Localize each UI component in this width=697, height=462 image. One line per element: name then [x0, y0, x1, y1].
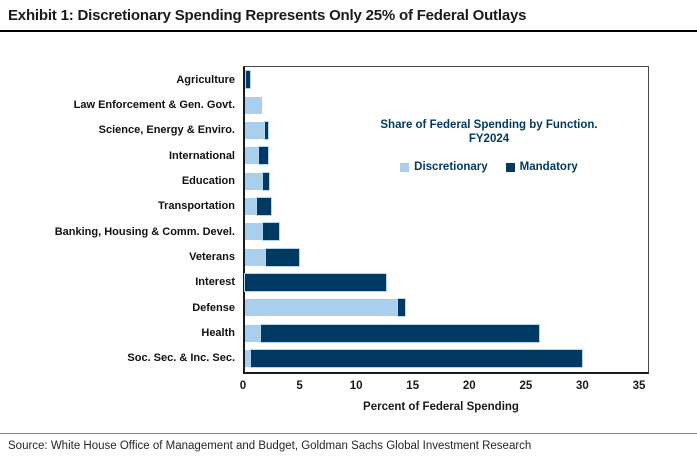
x-tick-label: 30 [576, 380, 589, 392]
category-label: Defense [192, 301, 235, 314]
bar-segment-discretionary [245, 71, 247, 89]
legend: Discretionary Mandatory [328, 161, 650, 173]
category-label: Health [201, 327, 235, 339]
bar-segment-mandatory [265, 247, 301, 267]
bar-segment-mandatory [256, 196, 272, 216]
bar-segment-mandatory [262, 171, 270, 191]
bar-segment-mandatory [264, 120, 269, 140]
x-tick-label: 0 [239, 380, 247, 392]
x-tick-label: 15 [406, 380, 420, 392]
bar-row [245, 247, 301, 267]
bar-segment-discretionary [245, 96, 262, 114]
legend-label: Mandatory [519, 161, 578, 173]
bar-segment-discretionary [245, 147, 259, 165]
bar-segment-mandatory [396, 298, 406, 318]
bar-row [245, 96, 262, 114]
bar-segment-discretionary [245, 121, 266, 139]
bar-segment-discretionary [245, 172, 264, 190]
category-label: Law Enforcement & Gen. Govt. [73, 99, 235, 111]
bar-segment-discretionary [245, 349, 251, 367]
bar-segment-mandatory [259, 323, 541, 343]
bar-row [245, 323, 541, 343]
bar-row [245, 348, 584, 368]
category-label: Veterans [189, 251, 235, 263]
bar-segment-discretionary [245, 299, 398, 317]
bar-row [245, 171, 270, 191]
bar-segment-mandatory [243, 272, 388, 292]
bar-segment-mandatory [244, 70, 251, 90]
category-label: Agriculture [176, 73, 235, 86]
title-rule [0, 30, 697, 32]
exhibit-title: Exhibit 1: Discretionary Spending Repres… [8, 7, 527, 24]
bar-row [245, 120, 269, 140]
x-tick-label: 10 [349, 380, 363, 392]
bar-row [243, 272, 388, 292]
bar-segment-mandatory [249, 348, 584, 368]
category-label: Education [181, 175, 235, 187]
bar-segment-discretionary [245, 197, 258, 215]
legend-swatch-discretionary [400, 162, 410, 172]
category-label: International [168, 149, 235, 162]
category-label: Soc. Sec. & Inc. Sec. [127, 352, 235, 365]
category-label: Science, Energy & Enviro. [98, 124, 235, 137]
plot-area [243, 66, 649, 374]
x-tick-label: 35 [632, 380, 646, 392]
bar-row [245, 196, 272, 216]
legend-label: Discretionary [414, 161, 488, 173]
category-label: Banking, Housing & Comm. Devel. [54, 225, 235, 238]
bar-segment-discretionary [245, 324, 261, 342]
chart-inner-header: Share of Federal Spending by Function. F… [328, 118, 650, 173]
x-tick-label: 20 [462, 380, 476, 392]
bar-segment-discretionary [245, 248, 267, 266]
footer-rule [0, 433, 697, 434]
legend-item-mandatory: Mandatory [505, 161, 578, 173]
legend-item-discretionary: Discretionary [400, 161, 488, 173]
legend-swatch-mandatory [505, 162, 515, 172]
bar-row [245, 222, 280, 242]
category-label: Interest [195, 276, 235, 289]
bar-segment-discretionary [245, 223, 264, 241]
x-tick-label: 5 [296, 380, 303, 392]
source-text: Source: White House Office of Management… [8, 440, 532, 452]
x-axis-title: Percent of Federal Spending [363, 401, 519, 413]
chart-inner-title: Share of Federal Spending by Function. [380, 119, 598, 131]
category-label: Transportation [157, 200, 235, 213]
bar-row [244, 70, 251, 90]
bar-segment-mandatory [262, 222, 280, 242]
x-tick-label: 25 [519, 380, 533, 392]
bar-segment-mandatory [257, 146, 269, 166]
bar-row [245, 298, 406, 318]
chart-inner-subtitle: FY2024 [468, 133, 510, 145]
bar-row [245, 146, 269, 166]
